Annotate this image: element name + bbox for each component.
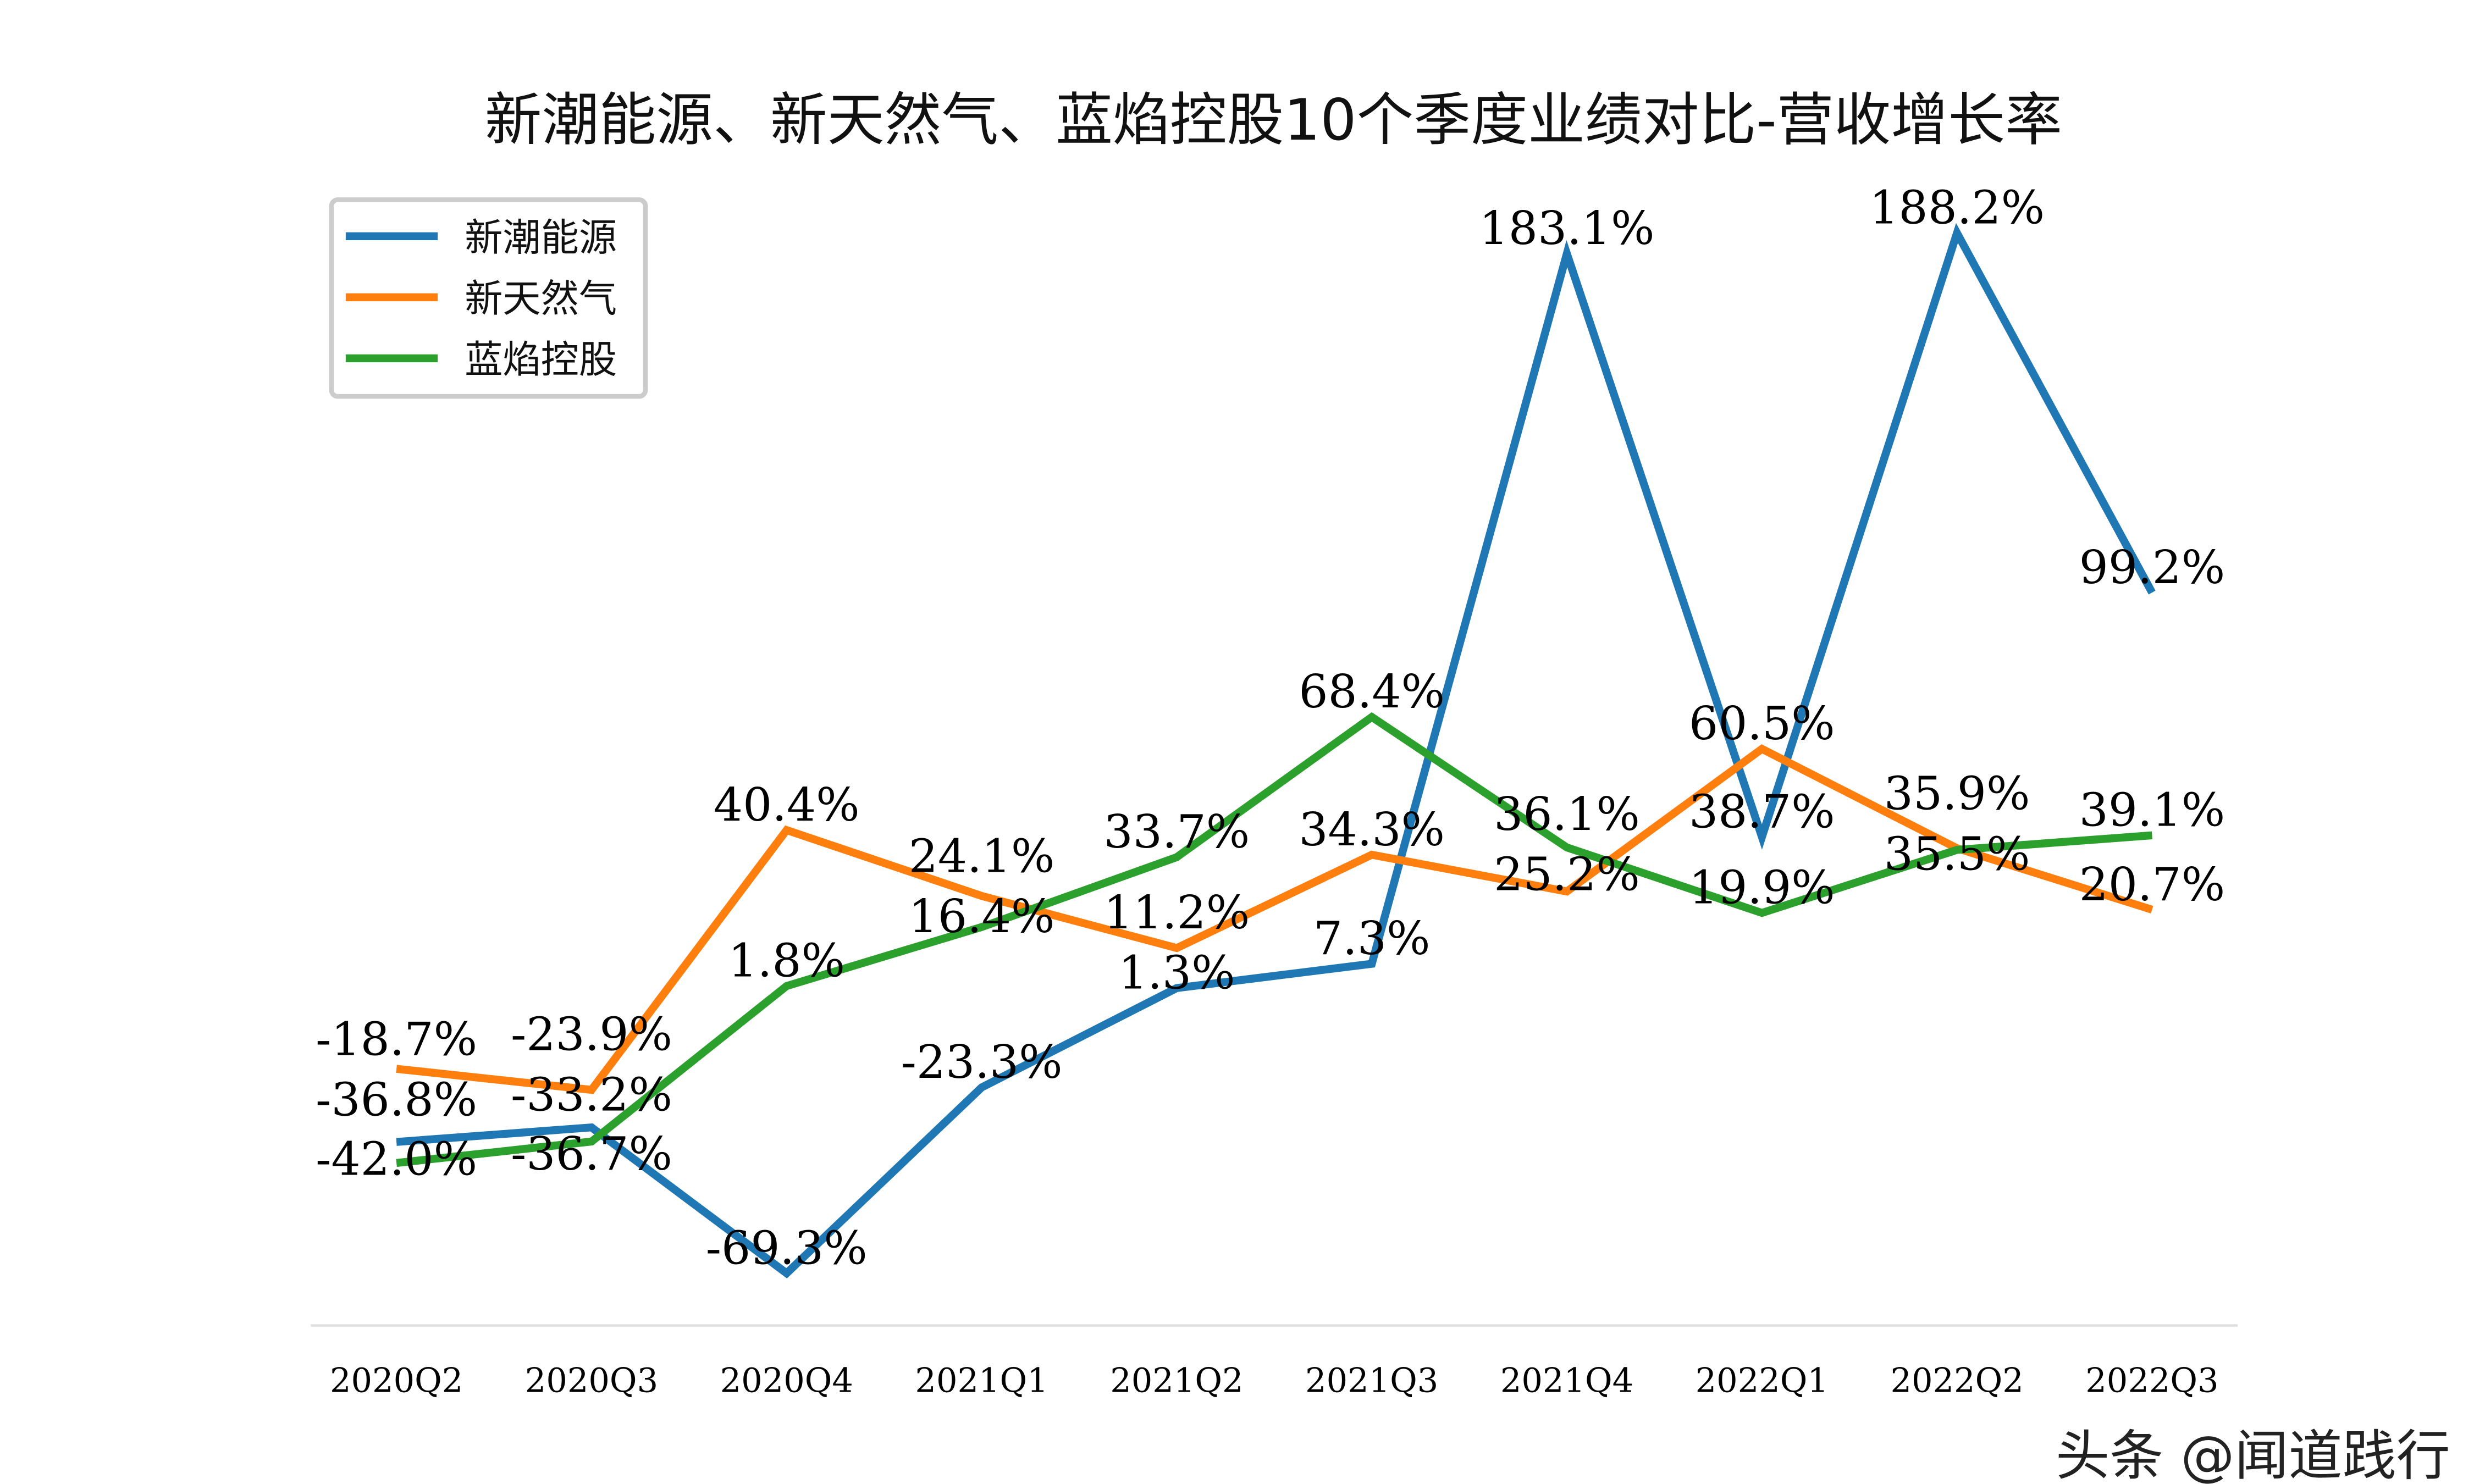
data-label: -23.3% <box>901 1035 1063 1089</box>
legend-label: 新潮能源 <box>465 216 617 260</box>
x-tick-label: 2021Q3 <box>1305 1362 1438 1400</box>
watermark: 头条 @闻道践行 <box>2056 1425 2450 1484</box>
legend-label: 新天然气 <box>465 277 617 321</box>
x-tick-label: 2020Q2 <box>330 1362 463 1400</box>
data-point <box>396 1162 397 1164</box>
data-label: 25.2% <box>1494 847 1640 901</box>
data-label: 11.2% <box>1104 885 1250 939</box>
data-label: 99.2% <box>2079 540 2226 594</box>
series-line-3 <box>396 712 2152 1167</box>
chart-title: 新潮能源、新天然气、蓝焰控股10个季度业绩对比-营收增长率 <box>485 87 2062 153</box>
data-point <box>396 1068 397 1069</box>
data-label: 20.7% <box>2079 857 2226 911</box>
data-label: 35.9% <box>1884 767 2030 821</box>
data-label: -36.8% <box>316 1072 477 1126</box>
data-label: 36.1% <box>1494 787 1640 841</box>
data-label: 34.3% <box>1299 802 1445 856</box>
x-tick-labels: 2020Q2 2020Q3 2020Q4 2021Q1 2021Q2 2021Q3 2021… <box>330 1362 2219 1400</box>
data-label: 1.8% <box>728 934 846 988</box>
x-tick-label: 2020Q3 <box>525 1362 658 1400</box>
x-tick-label: 2022Q2 <box>1890 1362 2023 1400</box>
series-line-1 <box>396 223 2156 1278</box>
data-label: -18.7% <box>316 1012 477 1066</box>
data-label: -69.3% <box>706 1221 868 1275</box>
data-label: 33.7% <box>1104 805 1250 859</box>
x-tick-label: 2022Q3 <box>2085 1362 2218 1400</box>
data-point <box>981 1087 982 1088</box>
data-label: 68.4% <box>1299 665 1445 718</box>
data-label: 1.3% <box>1118 946 1235 1000</box>
data-labels: -36.8% -33.2% -69.3% -23.3% 1.3% 7.3% 183.1% 38… <box>316 181 2225 1275</box>
data-label: 40.4% <box>714 778 860 832</box>
data-label: 19.9% <box>1689 861 1835 915</box>
data-label: 38.7% <box>1689 784 1835 838</box>
data-label: 24.1% <box>909 829 1055 883</box>
legend-box <box>329 197 648 399</box>
x-tick-label: 2021Q2 <box>1110 1362 1243 1400</box>
x-tick-label: 2021Q4 <box>1500 1362 1633 1400</box>
data-label: -23.9% <box>511 1007 672 1061</box>
series-line-2 <box>396 744 2153 1094</box>
x-tick-label: 2021Q1 <box>915 1362 1048 1400</box>
legend-label: 蓝焰控股 <box>465 338 617 382</box>
data-label: -33.2% <box>511 1067 672 1121</box>
data-label: 183.1% <box>1479 201 1655 255</box>
data-label: 16.4% <box>909 889 1055 943</box>
data-label: 35.5% <box>1884 827 2030 881</box>
x-tick-label: 2022Q1 <box>1696 1362 1829 1400</box>
data-label: 7.3% <box>1313 911 1431 965</box>
data-point <box>786 985 787 987</box>
data-label: 39.1% <box>2079 783 2226 837</box>
data-label: -42.0% <box>316 1132 477 1186</box>
data-label: 60.5% <box>1689 696 1835 750</box>
data-label: -36.7% <box>511 1127 672 1181</box>
x-tick-label: 2020Q4 <box>720 1362 853 1400</box>
data-label: 188.2% <box>1869 181 2045 235</box>
series-lines <box>396 223 2156 1278</box>
